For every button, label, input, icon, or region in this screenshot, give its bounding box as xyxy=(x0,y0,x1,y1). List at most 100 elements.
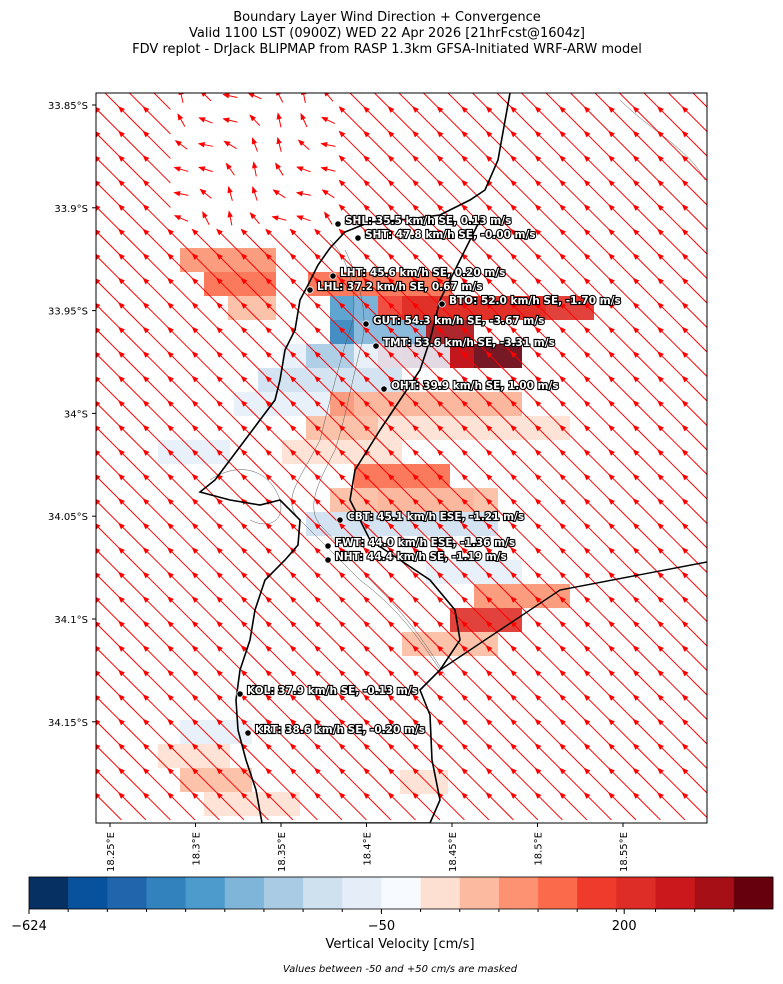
arrow-shaft xyxy=(657,229,686,257)
arrow-head xyxy=(216,743,223,750)
arrow-shaft xyxy=(265,229,294,257)
arrow-head xyxy=(534,669,542,677)
arrow-head xyxy=(363,645,370,652)
arrow-shaft xyxy=(584,498,612,527)
arrow-shaft xyxy=(363,229,392,257)
arrow-head xyxy=(118,351,125,358)
arrow-head xyxy=(559,155,566,162)
arrow-shaft xyxy=(559,743,588,772)
arrow-head xyxy=(118,694,125,701)
cell xyxy=(450,632,474,656)
arrow-head xyxy=(191,522,199,530)
station-dot xyxy=(334,220,342,228)
arrow-shaft xyxy=(682,694,707,721)
title-line: Boundary Layer Wind Direction + Converge… xyxy=(233,10,541,25)
arrow-shaft xyxy=(559,694,588,723)
arrow-shaft xyxy=(412,719,441,747)
arrow-head xyxy=(534,473,542,481)
arrow-head xyxy=(118,400,125,407)
arrow-head xyxy=(510,547,517,554)
arrow-shaft xyxy=(633,155,661,184)
arrow-head xyxy=(363,473,370,481)
arrow-head xyxy=(301,93,307,96)
arrow-shaft xyxy=(216,645,245,674)
arrow-head xyxy=(632,694,640,701)
arrow-head xyxy=(289,694,297,701)
arrow-shaft xyxy=(143,302,171,331)
arrow-shaft xyxy=(241,743,269,772)
arrow-head xyxy=(240,669,248,677)
arrow-head xyxy=(338,473,346,481)
arrow-head xyxy=(510,743,517,750)
arrow-head xyxy=(191,743,199,750)
arrow-shaft xyxy=(216,449,245,478)
arrow-head xyxy=(142,718,150,726)
arrow-head xyxy=(314,547,321,554)
arrow-shaft xyxy=(412,596,441,625)
arrow-head xyxy=(583,547,591,554)
colorbar-tick-label: −624 xyxy=(11,919,47,934)
arrow-shaft xyxy=(461,229,490,257)
arrow-head xyxy=(461,277,468,285)
arrow-shaft xyxy=(143,204,171,233)
arrow-shaft xyxy=(216,400,245,429)
arrow-head xyxy=(485,400,493,407)
arrow-head xyxy=(167,669,174,677)
arrow-head xyxy=(632,596,640,603)
arrow-head xyxy=(510,277,517,285)
arrow-head xyxy=(583,449,591,456)
arrow-shaft xyxy=(290,694,318,723)
arrow-shaft xyxy=(706,793,707,794)
arrow-head xyxy=(96,670,101,677)
arrow-head xyxy=(461,204,468,211)
arrow-head xyxy=(632,792,640,799)
cell xyxy=(522,416,546,440)
arrow-shaft xyxy=(437,547,465,576)
labels: 33.85°S33.9°S33.95°S34°S34.05°S34.1°S34.… xyxy=(48,101,630,872)
arrow-head xyxy=(657,179,664,187)
arrow-shaft xyxy=(388,180,416,208)
arrow-shaft xyxy=(118,474,147,502)
arrow-head xyxy=(289,571,297,579)
arrow-shaft xyxy=(559,229,588,257)
arrow-head xyxy=(191,302,199,309)
arrow-shaft xyxy=(388,155,416,184)
station-label: LHT: 45.6 km/h SE, 0.20 m/s xyxy=(340,267,505,279)
arrow-head xyxy=(363,424,370,432)
arrow-head xyxy=(216,792,223,799)
arrow-head xyxy=(412,547,419,554)
arrow-shaft xyxy=(167,792,196,821)
arrow-head xyxy=(559,179,566,187)
arrow-head xyxy=(510,302,517,309)
arrow-shaft xyxy=(167,376,196,404)
arrow-shaft xyxy=(339,204,367,233)
arrow-head xyxy=(707,83,712,88)
arrow-head xyxy=(461,669,468,677)
arrow-head xyxy=(216,547,223,554)
arrow-head xyxy=(706,473,707,476)
arrow-shaft xyxy=(706,670,707,672)
arrow-head xyxy=(461,106,468,113)
arrow-shaft xyxy=(118,547,147,576)
arrow-head xyxy=(240,547,248,554)
station-label: NHT: 44.4 km/h SE, -1.19 m/s xyxy=(335,551,507,563)
cell xyxy=(402,296,426,320)
arrow-shaft xyxy=(510,498,539,527)
arrow-shaft xyxy=(96,573,122,600)
arrow-shaft xyxy=(559,645,588,674)
arrow-head xyxy=(559,424,566,432)
arrow-shaft xyxy=(486,278,514,306)
arrow-head xyxy=(314,767,321,775)
arrow-head xyxy=(608,179,615,187)
arrow-shaft xyxy=(633,400,661,429)
arrow-shaft xyxy=(96,254,122,282)
arrow-head xyxy=(510,155,517,162)
arrow-shaft xyxy=(461,253,490,282)
arrow-shaft xyxy=(608,572,637,600)
arrow-shaft xyxy=(118,449,147,478)
arrow-head xyxy=(216,375,223,383)
arrow-head xyxy=(461,375,468,383)
arrow-shaft xyxy=(559,351,588,380)
arrow-shaft xyxy=(437,204,465,233)
arrow-head xyxy=(314,718,321,726)
